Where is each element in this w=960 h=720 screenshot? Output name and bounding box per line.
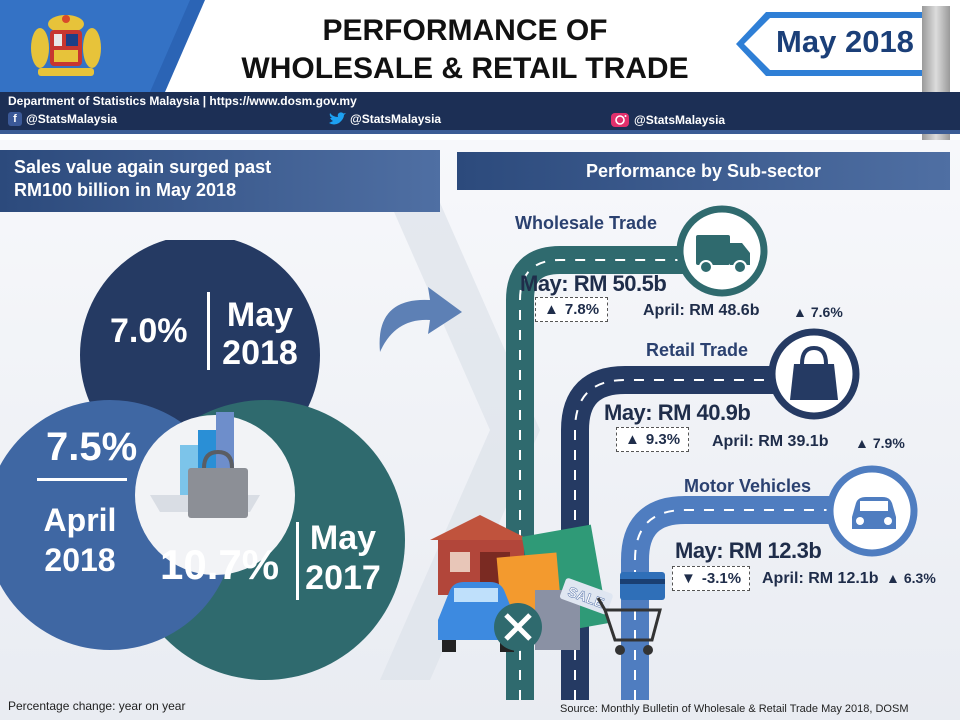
up-arrow-icon: ▲: [544, 301, 559, 318]
retail-may-pct: ▲ 9.3%: [616, 427, 690, 452]
wholesale-may-value: May: RM 50.5b: [520, 271, 667, 296]
twitter-handle-text: @StatsMalaysia: [350, 112, 442, 126]
facebook-handle-text: @StatsMalaysia: [26, 112, 118, 126]
motor-may-value: May: RM 12.3b: [675, 538, 822, 563]
wholesale-april-pct: ▲ 7.6%: [793, 304, 843, 320]
headline-line-1: Sales value again surged past: [14, 157, 272, 177]
subsector-banner: Performance by Sub-sector: [457, 152, 950, 190]
may-2018-label: May 2018: [215, 296, 305, 372]
source-note: Source: Monthly Bulletin of Wholesale & …: [560, 703, 909, 715]
up-arrow-icon: ▲: [625, 431, 640, 448]
motor-april-pct: ▲ 6.3%: [886, 570, 936, 586]
retail-april-pct-text: 7.9%: [872, 435, 905, 451]
date-ribbon: [736, 12, 932, 76]
wholesale-april-value: April: RM 48.6b: [643, 302, 760, 319]
up-arrow-icon: ▲: [855, 435, 869, 451]
april-2018-label: April 2018: [30, 500, 130, 580]
retail-april-value: April: RM 39.1b: [712, 433, 829, 450]
wholesale-may-pct: ▲ 7.8%: [535, 297, 609, 322]
truck-icon: [676, 205, 768, 297]
info-bar: [0, 92, 960, 134]
title-line-1: PERFORMANCE OF: [322, 14, 608, 47]
retail-may-value: May: RM 40.9b: [604, 400, 751, 425]
twitter-handle[interactable]: @StatsMalaysia: [328, 112, 441, 126]
shopping-bag-icon: [768, 328, 860, 420]
wholesale-april-pct-text: 7.6%: [810, 304, 843, 320]
wholesale-title: Wholesale Trade: [515, 213, 658, 233]
coat-of-arms-icon: [31, 15, 101, 76]
may-2018-pct: 7.0%: [110, 312, 188, 350]
headline-line-2: RM100 billion in May 2018: [14, 180, 237, 200]
overall-growth-graphic: [0, 240, 405, 680]
facebook-handle[interactable]: f @StatsMalaysia: [8, 112, 117, 126]
bar-chart-bag-icon: [150, 412, 260, 518]
retail-april-pct: ▲ 7.9%: [855, 435, 905, 451]
report-date: May 2018: [776, 24, 914, 59]
up-arrow-icon: ▲: [886, 570, 900, 586]
may-2017-label-month: May: [309, 519, 377, 557]
instagram-handle[interactable]: @StatsMalaysia: [610, 112, 725, 128]
title-line-2: WHOLESALE & RETAIL TRADE: [241, 52, 689, 85]
headline-banner: Sales value again surged past RM100 bill…: [0, 150, 440, 212]
shopping-cart-icon: [596, 597, 662, 655]
curved-arrow-icon: [379, 287, 462, 352]
motor-may-pct: ▼ -3.1%: [672, 566, 751, 591]
instagram-handle-text: @StatsMalaysia: [634, 113, 726, 127]
retail-may-pct-text: 9.3%: [645, 431, 681, 448]
footnote: Percentage change: year on year: [8, 699, 186, 713]
department-line: Department of Statistics Malaysia | http…: [8, 94, 357, 108]
facebook-icon: f: [8, 112, 22, 126]
motor-may-pct-text: -3.1%: [701, 570, 742, 587]
motor-title: Motor Vehicles: [684, 476, 812, 496]
page-title: PERFORMANCE OF WHOLESALE & RETAIL TRADE: [225, 12, 705, 88]
april-2018-label-year: 2018: [44, 542, 116, 578]
up-arrow-icon: ▲: [793, 304, 807, 320]
retail-title: Retail Trade: [646, 340, 749, 360]
credit-card-icon: [620, 572, 665, 600]
car-icon: [826, 465, 918, 557]
motor-april-value: April: RM 12.1b: [762, 570, 879, 587]
may-2017-pct: 10.7%: [160, 541, 280, 588]
may-2017-label: May 2017: [302, 518, 384, 598]
roads-graphic: [506, 246, 860, 700]
april-2018-label-month: April: [43, 502, 117, 538]
twitter-icon: [329, 112, 346, 125]
may-2018-label-year: 2018: [222, 334, 298, 372]
motor-april-pct-text: 6.3%: [903, 570, 936, 586]
may-2018-label-month: May: [226, 296, 294, 334]
may-2017-label-year: 2017: [305, 559, 381, 597]
wholesale-may-pct-text: 7.8%: [564, 301, 600, 318]
retail-illustration: SALE: [430, 515, 665, 655]
down-arrow-icon: ▼: [681, 570, 696, 587]
april-2018-pct: 7.5%: [46, 425, 138, 469]
instagram-icon: [611, 113, 629, 127]
